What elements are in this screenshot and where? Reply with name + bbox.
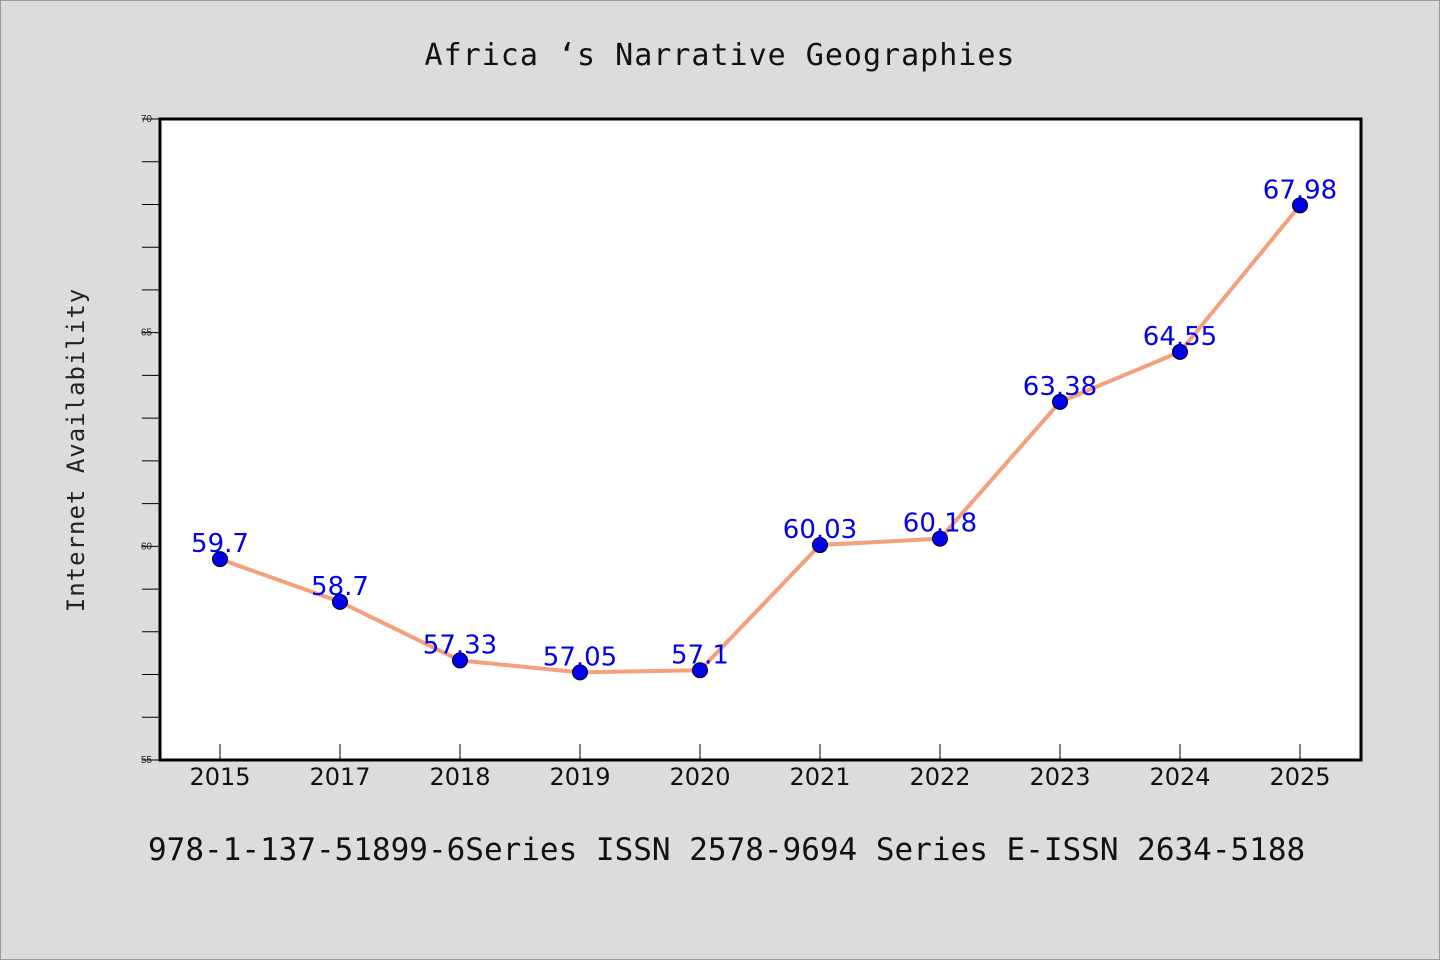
data-point-marker xyxy=(932,530,948,547)
data-point-marker xyxy=(212,551,228,568)
series-line xyxy=(218,203,1302,675)
y-axis-ticks: 55 60 65 70 xyxy=(141,114,159,766)
x-tick-label: 2015 xyxy=(189,763,250,791)
x-tick-label: 2021 xyxy=(789,763,850,791)
x-tick-label: 2023 xyxy=(1029,763,1090,791)
chart-title: Africa ‘s Narrative Geographies xyxy=(424,38,1016,73)
x-tick-label: 2017 xyxy=(309,763,370,791)
x-tick-label: 2019 xyxy=(549,763,610,791)
data-label: 57.33 xyxy=(423,630,497,660)
footer-isbn-text: 978-1-137-51899-6Series ISSN 2578-9694 S… xyxy=(148,832,1306,868)
data-point-marker xyxy=(332,593,348,610)
data-label: 57.05 xyxy=(543,642,617,672)
x-tick-label: 2020 xyxy=(669,763,730,791)
data-label: 59.7 xyxy=(191,529,249,559)
y-tick-label: 65 xyxy=(141,328,153,339)
data-label: 64.55 xyxy=(1143,322,1217,352)
plot-area xyxy=(158,117,1363,762)
data-point-marker xyxy=(812,537,828,554)
y-tick-label: 55 xyxy=(141,755,153,766)
data-label: 58.7 xyxy=(311,572,369,602)
x-axis-ticks: 2015 2017 2018 2019 2020 2021 2022 2023 2024 2025 xyxy=(189,744,1331,791)
data-point-marker xyxy=(692,662,708,679)
data-label: 60.18 xyxy=(903,509,977,539)
data-point-marker xyxy=(1172,343,1188,360)
data-point-marker xyxy=(452,652,468,669)
x-tick-label: 2018 xyxy=(429,763,490,791)
series-markers xyxy=(212,197,1308,681)
data-point-marker xyxy=(1292,197,1308,214)
data-point-marker xyxy=(572,664,588,681)
data-label: 60.03 xyxy=(783,515,857,545)
x-tick-label: 2024 xyxy=(1149,763,1210,791)
y-tick-label: 60 xyxy=(141,541,153,552)
data-label: 63.38 xyxy=(1023,372,1097,402)
data-label: 67.98 xyxy=(1263,175,1337,205)
y-tick-label: 70 xyxy=(141,114,153,125)
x-tick-label: 2025 xyxy=(1269,763,1330,791)
x-tick-label: 2022 xyxy=(909,763,970,791)
data-labels: 59.7 58.7 57.33 57.05 57.1 60.03 60.18 63.38 64.… xyxy=(191,175,1337,672)
data-label: 57.1 xyxy=(671,640,729,670)
data-point-marker xyxy=(1052,393,1068,410)
